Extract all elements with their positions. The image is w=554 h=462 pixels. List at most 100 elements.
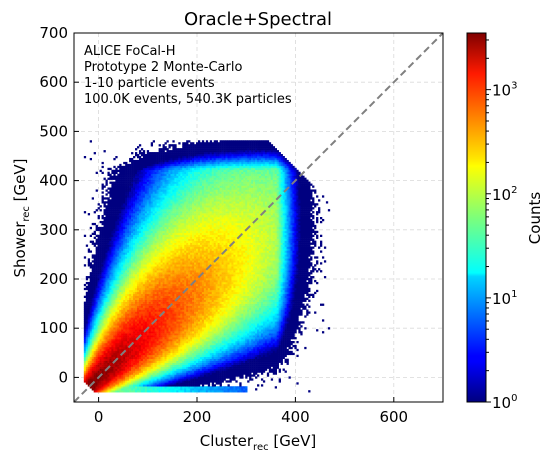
heatmap-cell	[123, 362, 126, 365]
heatmap-cell	[148, 331, 152, 334]
heatmap-cell	[121, 340, 124, 344]
heatmap-cell	[107, 315, 110, 318]
heatmap-cell	[111, 258, 114, 261]
heatmap-cell	[164, 195, 167, 198]
heatmap-cell	[170, 307, 173, 310]
heatmap-cell	[131, 295, 134, 298]
heatmap-cell	[125, 163, 128, 167]
heatmap-cell	[101, 165, 104, 169]
heatmap-cell	[119, 240, 122, 243]
heatmap-cell	[164, 171, 167, 175]
heatmap-cell	[150, 291, 154, 295]
heatmap-cell	[146, 319, 150, 322]
heatmap-cell	[160, 356, 163, 360]
heatmap-cell	[107, 323, 110, 326]
heatmap-cell	[146, 201, 150, 204]
heatmap-cell	[83, 378, 87, 381]
heatmap-cell	[133, 222, 136, 226]
heatmap-cell	[136, 388, 140, 391]
heatmap-cell	[121, 339, 124, 342]
heatmap-cell	[101, 319, 104, 322]
heatmap-cell	[142, 258, 146, 261]
heatmap-cell	[117, 236, 120, 239]
heatmap-cell	[95, 340, 98, 344]
heatmap-cell	[166, 256, 169, 259]
heatmap-cell	[115, 199, 118, 202]
heatmap-cell	[156, 281, 159, 285]
heatmap-cell	[138, 232, 142, 236]
heatmap-cell	[142, 382, 146, 385]
heatmap-cell	[142, 211, 146, 214]
heatmap-cell	[87, 299, 91, 302]
heatmap-cell	[97, 246, 100, 249]
heatmap-cell	[109, 378, 112, 381]
heatmap-cell	[125, 323, 128, 326]
heatmap-cell	[127, 348, 130, 352]
heatmap-cell	[99, 252, 102, 255]
heatmap-cell	[140, 197, 144, 200]
heatmap-cell	[103, 372, 106, 375]
heatmap-cell	[140, 222, 144, 226]
heatmap-cell	[140, 285, 144, 289]
heatmap-cell	[148, 254, 152, 257]
heatmap-cell	[135, 254, 138, 257]
heatmap-cell	[135, 366, 138, 369]
heatmap-cell	[160, 252, 163, 255]
heatmap-cell	[136, 329, 140, 332]
heatmap-cell	[121, 209, 124, 212]
heatmap-cell	[105, 228, 108, 232]
heatmap-cell	[162, 380, 165, 383]
heatmap-cell	[146, 262, 150, 265]
heatmap-cell	[152, 215, 155, 218]
heatmap-cell	[150, 142, 154, 145]
heatmap-cell	[140, 161, 144, 165]
heatmap-cell	[138, 376, 142, 379]
heatmap-cell	[162, 319, 165, 322]
heatmap-cell	[131, 274, 134, 277]
heatmap-cell	[140, 268, 144, 271]
heatmap-cell	[136, 382, 140, 385]
heatmap-cell	[131, 209, 134, 212]
heatmap-cell	[164, 248, 167, 251]
heatmap-cell	[93, 295, 96, 298]
heatmap-cell	[119, 220, 122, 224]
heatmap-cell	[154, 272, 157, 275]
heatmap-cell	[129, 348, 132, 352]
heatmap-cell	[115, 248, 118, 251]
heatmap-cell	[85, 378, 89, 381]
heatmap-cell	[164, 246, 167, 249]
heatmap-cell	[170, 285, 173, 289]
heatmap-cell	[91, 297, 94, 300]
heatmap-cell	[125, 209, 128, 212]
heatmap-cell	[148, 327, 152, 330]
heatmap-cell	[131, 213, 134, 216]
heatmap-cell	[117, 327, 120, 330]
heatmap-cell	[146, 191, 150, 194]
heatmap-cell	[136, 260, 140, 263]
heatmap-cell	[160, 232, 163, 236]
heatmap-cell	[146, 333, 150, 336]
heatmap-cell	[142, 358, 146, 361]
heatmap-cell	[154, 305, 157, 308]
heatmap-cell	[99, 378, 102, 381]
heatmap-cell	[154, 354, 157, 358]
heatmap-cell	[164, 372, 167, 375]
heatmap-cell	[127, 303, 130, 306]
heatmap-cell	[85, 356, 89, 360]
heatmap-cell	[129, 248, 132, 251]
heatmap-cell	[111, 333, 114, 336]
heatmap-cell	[111, 240, 114, 243]
heatmap-cell	[164, 187, 167, 190]
heatmap-cell	[115, 185, 118, 188]
heatmap-cell	[131, 185, 134, 188]
heatmap-cell	[142, 209, 146, 212]
heatmap-cell	[127, 209, 130, 212]
heatmap-cell	[172, 266, 175, 269]
heatmap-cell	[115, 226, 118, 230]
heatmap-cell	[93, 291, 96, 295]
heatmap-cell	[123, 272, 126, 275]
heatmap-cell	[117, 346, 120, 350]
heatmap-cell	[170, 260, 173, 263]
heatmap-cell	[119, 352, 122, 356]
heatmap-cell	[129, 295, 132, 298]
